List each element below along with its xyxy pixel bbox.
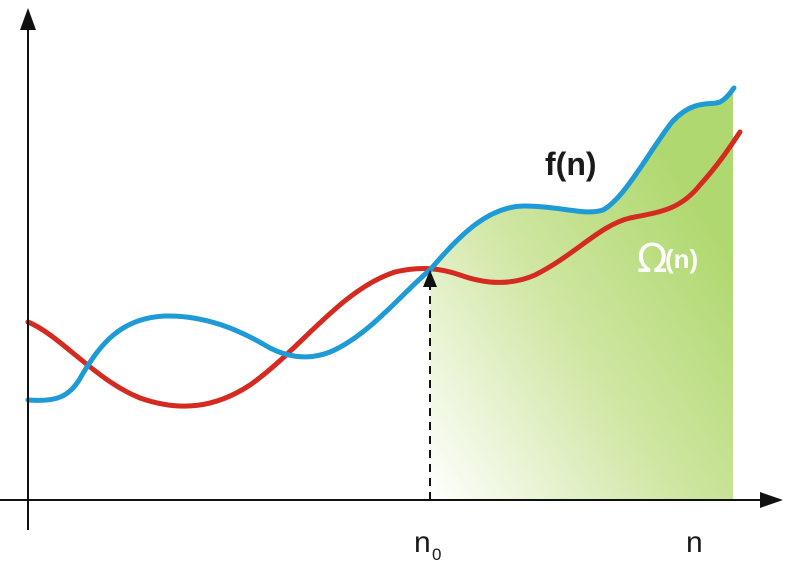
- y-axis-arrowhead-icon: [20, 8, 36, 30]
- n-label: n: [686, 526, 703, 559]
- omega-arg-label: (n): [665, 244, 698, 274]
- n0-label: n: [414, 526, 431, 559]
- shaded-region: [430, 88, 733, 500]
- n0-subscript: 0: [432, 545, 441, 564]
- omega-symbol-label: Ω: [637, 236, 668, 282]
- arrowhead-up-icon: [423, 270, 437, 287]
- f-curve: [25, 85, 737, 403]
- x-axis-arrowhead-icon: [760, 492, 783, 508]
- f-label: f(n): [545, 146, 597, 182]
- omega-curve: [25, 129, 743, 409]
